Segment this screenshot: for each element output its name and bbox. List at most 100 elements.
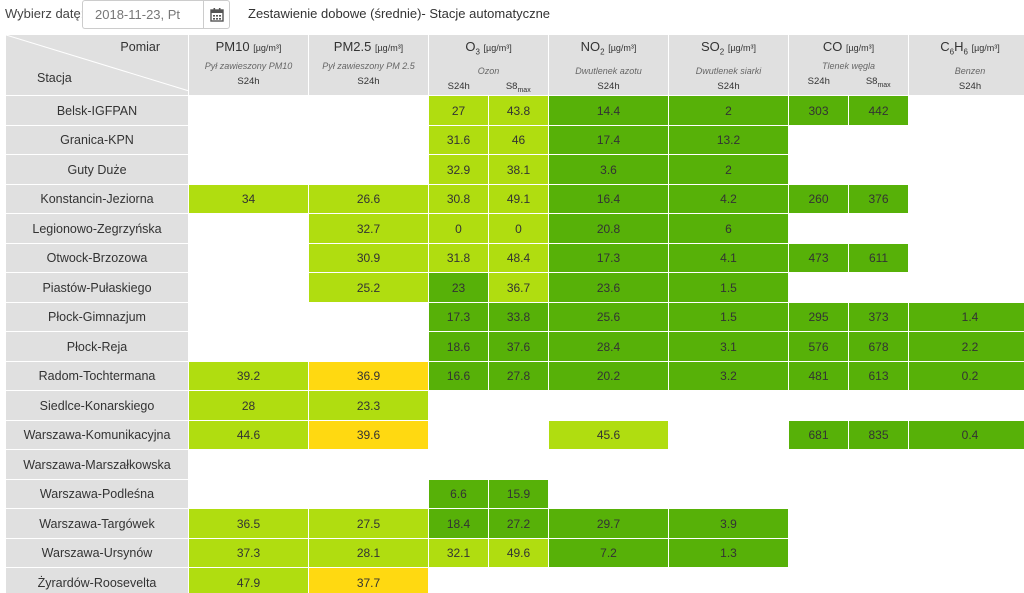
measurement-cell: [908, 449, 1024, 480]
station-name[interactable]: Warszawa-Komunikacyjna: [5, 419, 189, 451]
measurement-cell: 0.4: [908, 419, 1024, 451]
station-name[interactable]: Granica-KPN: [5, 124, 189, 156]
header-station-label: Stacja: [37, 71, 72, 85]
station-name[interactable]: Piastów-Pułaskiego: [5, 272, 189, 303]
header-pm25[interactable]: PM2.5 [µg/m³] Pył zawieszony PM 2.5 S24h: [308, 33, 429, 97]
measurement-cell: [487, 449, 550, 480]
station-name[interactable]: Płock-Gimnazjum: [5, 301, 189, 333]
measurement-cell: [848, 508, 910, 539]
measurement-cell: [308, 95, 429, 126]
header-measurement-label: Pomiar: [120, 40, 160, 54]
measurement-cell: 37.6: [487, 331, 550, 362]
calendar-icon[interactable]: [203, 0, 230, 29]
measurement-cell: 611: [848, 242, 910, 274]
measurement-cell: [788, 508, 850, 539]
measurement-cell: 38.1: [487, 154, 550, 185]
measurement-cell: 37.3: [188, 537, 309, 569]
measurement-cell: 16.4: [548, 183, 670, 215]
table-row: Granica-KPN 31.6 46 17.4 13.2: [5, 124, 1024, 156]
measurement-cell: 20.8: [548, 213, 670, 244]
averaging-period: S24h: [237, 76, 260, 87]
measurement-cell: 48.4: [487, 242, 550, 274]
header-c6h6[interactable]: C6H6 [µg/m³] Benzen S24h: [908, 33, 1024, 97]
measurement-cell: 481: [788, 360, 850, 392]
measurement-cell: 4.2: [668, 183, 790, 215]
station-name[interactable]: Radom-Tochtermana: [5, 360, 189, 392]
header-pm10[interactable]: PM10 [µg/m³] Pył zawieszony PM10 S24h: [188, 33, 309, 97]
measurement-cell: 47.9: [188, 567, 309, 593]
measurement-cell: 18.6: [428, 331, 489, 362]
header-o3[interactable]: O3 [µg/m³] Ozon S24h S8max: [427, 33, 550, 97]
pollutant-name: C6H6 [µg/m³]: [910, 36, 1024, 60]
measurement-cell: [788, 390, 850, 421]
measurement-cell: 32.9: [428, 154, 489, 185]
measurement-cell: 49.6: [487, 537, 550, 569]
averaging-period: S24h: [597, 80, 620, 92]
measurement-cell: 27: [428, 95, 489, 126]
pollutant-symbol: O: [465, 39, 476, 54]
measurement-cell: [188, 213, 309, 244]
measurement-cell: [487, 390, 550, 421]
station-name[interactable]: Otwock-Brzozowa: [5, 242, 189, 274]
pollutant-unit: [µg/m³]: [608, 43, 637, 53]
table-row: Radom-Tochtermana 39.2 36.9 16.6 27.8 20.2 3.2…: [5, 360, 1024, 392]
pollutant-description: Dwutlenek azotu: [575, 65, 642, 76]
header-so2[interactable]: SO2 [µg/m³] Dwutlenek siarki S24h: [668, 33, 790, 97]
pollutant-name: PM2.5 [µg/m³]: [310, 36, 428, 55]
station-name[interactable]: Siedlce-Konarskiego: [5, 390, 189, 421]
measurement-cell: 373: [848, 301, 910, 333]
header-co[interactable]: CO [µg/m³] Tlenek węgla S24h S8max: [788, 33, 910, 97]
date-picker-input[interactable]: [82, 0, 204, 29]
measurement-cell: [788, 567, 850, 593]
measurement-cell: 7.2: [548, 537, 670, 569]
measurement-cell: 36.9: [308, 360, 429, 392]
pollutant-name: SO2 [µg/m³]: [670, 36, 788, 60]
measurement-cell: 3.1: [668, 331, 790, 362]
station-name[interactable]: Warszawa-Ursynów: [5, 537, 189, 569]
measurement-cell: [668, 419, 790, 451]
pollutant-symbol: PM2.5: [333, 39, 372, 54]
measurement-cell: 442: [848, 95, 910, 126]
table-row: Warszawa-Ursynów 37.3 28.1 32.1 49.6 7.2 1.3: [5, 537, 1024, 569]
measurement-cell: 28.1: [308, 537, 429, 569]
measurement-cell: 23.3: [308, 390, 429, 421]
measurement-cell: [908, 95, 1024, 126]
measurement-cell: 31.6: [428, 124, 489, 156]
station-name[interactable]: Legionowo-Zegrzyńska: [5, 213, 189, 244]
measurement-cell: 473: [788, 242, 850, 274]
page-title: Zestawienie dobowe (średnie)- Stacje aut…: [248, 6, 551, 21]
table-row: Belsk-IGFPAN 27 43.8 14.4 2 303 442: [5, 95, 1024, 126]
measurement-cell: [548, 449, 670, 480]
pollutant-description: Dwutlenek siarki: [695, 65, 762, 76]
averaging-periods: S24h S8max: [430, 80, 548, 95]
table-row: Warszawa-Targówek 36.5 27.5 18.4 27.2 29.7 3.9: [5, 508, 1024, 539]
measurement-cell: [848, 124, 910, 156]
pollutant-unit: [µg/m³]: [375, 43, 404, 53]
station-name[interactable]: Konstancin-Jeziorna: [5, 183, 189, 215]
station-name[interactable]: Żyrardów-Roosevelta: [5, 567, 189, 593]
measurement-cell: 32.7: [308, 213, 429, 244]
station-name[interactable]: Warszawa-Targówek: [5, 508, 189, 539]
station-name[interactable]: Guty Duże: [5, 154, 189, 185]
station-name[interactable]: Warszawa-Podleśna: [5, 478, 189, 510]
pollutant-description: Pył zawieszony PM10: [204, 61, 293, 71]
measurement-cell: 0: [487, 213, 550, 244]
station-name[interactable]: Warszawa-Marszałkowska: [5, 449, 189, 480]
pollutant-symbol: C: [940, 39, 950, 54]
averaging-period: S24h: [447, 80, 470, 92]
averaging-period: S24h: [958, 80, 982, 92]
pollutant-subscript: 2: [600, 47, 605, 57]
station-name[interactable]: Belsk-IGFPAN: [5, 95, 189, 126]
measurement-cell: 14.4: [548, 95, 670, 126]
measurement-cell: 295: [788, 301, 850, 333]
calendar-icon-glyph: [209, 7, 224, 22]
measurement-cell: 30.8: [428, 183, 489, 215]
averaging-period: S24h: [807, 76, 830, 87]
measurement-cell: [188, 242, 309, 274]
table-row: Płock-Gimnazjum 17.3 33.8 25.6 1.5 295 373 1.4: [5, 301, 1024, 333]
header-no2[interactable]: NO2 [µg/m³] Dwutlenek azotu S24h: [548, 33, 670, 97]
station-name[interactable]: Płock-Reja: [5, 331, 189, 362]
measurement-cell: 2: [668, 95, 790, 126]
pollutant-subscript: 2: [719, 47, 725, 57]
pollutant-name: CO [µg/m³]: [790, 36, 908, 55]
